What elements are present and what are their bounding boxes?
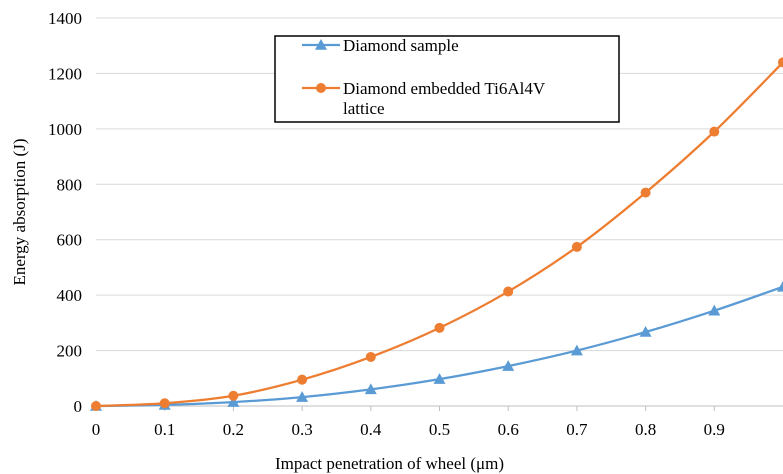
y-tick-label-1: 200: [57, 342, 83, 361]
series-1: [91, 57, 783, 411]
x-tick-label-2: 0.2: [223, 420, 244, 439]
y-tick-label-2: 400: [57, 286, 83, 305]
x-tick-label-1: 0.1: [154, 420, 175, 439]
data-point-1-4: [365, 351, 376, 362]
data-point-1-0: [91, 401, 101, 411]
legend-label-0: Diamond sample: [343, 36, 459, 55]
x-tick-label-7: 0.7: [566, 420, 588, 439]
series-0: [90, 280, 783, 411]
axes: [95, 405, 783, 411]
data-point-0-7: [570, 344, 583, 356]
x-tick-label-4: 0.4: [360, 420, 382, 439]
data-point-0-3: [296, 391, 309, 402]
data-point-0-6: [502, 360, 515, 371]
series-line-0: [95, 285, 783, 408]
x-tick-label-6: 0.6: [498, 420, 519, 439]
data-point-1-1: [159, 398, 170, 409]
x-tick-label-3: 0.3: [291, 420, 312, 439]
legend-box: [274, 35, 620, 123]
data-point-0-2: [227, 396, 240, 407]
data-point-1-6: [503, 286, 514, 297]
y-tick-label-6: 1200: [48, 64, 82, 83]
y-tick-label-4: 800: [57, 175, 83, 194]
tick-labels: 0 200 400 600 800 1000 1200 1400 0 0.1 0.2 0.3 0.4 0.…: [48, 9, 725, 439]
data-point-0-8: [639, 326, 652, 337]
series-group: [90, 57, 783, 411]
data-point-0-9: [708, 304, 721, 316]
data-point-0-5: [433, 373, 446, 384]
series-line-1: [95, 61, 783, 408]
legend-label-line-1-1: lattice: [343, 99, 385, 118]
y-tick-label-7: 1400: [48, 9, 82, 28]
data-point-1-5: [434, 322, 445, 333]
y-axis-title: Energy absorption (J): [10, 139, 29, 286]
x-tick-label-5: 0.5: [429, 420, 450, 439]
y-tick-label-3: 600: [57, 231, 83, 250]
data-point-0-10: [777, 280, 783, 292]
legend-marker-0: [315, 39, 327, 50]
legend-label-line-1-0: Diamond embedded Ti6Al4V: [343, 79, 546, 98]
legend-label-1: Diamond embedded Ti6Al4V lattice: [343, 79, 546, 118]
data-point-1-8: [640, 187, 651, 198]
legend-marker-1: [316, 83, 326, 93]
x-axis-title: Impact penetration of wheel (μm): [275, 454, 504, 473]
data-point-1-10: [778, 57, 783, 68]
data-point-1-7: [571, 241, 582, 252]
x-tick-label-8: 0.8: [635, 420, 656, 439]
data-point-1-9: [709, 126, 720, 137]
data-point-0-4: [364, 383, 377, 395]
data-point-1-2: [228, 390, 239, 401]
y-tick-label-5: 1000: [48, 120, 82, 139]
y-tick-label-0: 0: [74, 397, 83, 416]
x-tick-label-0: 0: [92, 420, 101, 439]
x-tick-label-9: 0.9: [704, 420, 725, 439]
data-point-1-3: [297, 374, 308, 385]
legend: Diamond sample Diamond embedded Ti6Al4V la…: [274, 35, 620, 123]
